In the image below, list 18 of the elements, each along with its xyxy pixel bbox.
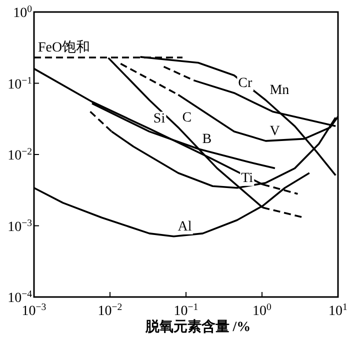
x-tick-label: 10$^{−1}$ <box>174 302 198 319</box>
x-axis-title: 脱氧元素含量 /% <box>144 319 251 335</box>
y-tick-label: 10$^{−3}$ <box>8 217 32 235</box>
series-label: B <box>202 132 212 147</box>
x-tick-label: 10$^{−2}$ <box>98 302 122 319</box>
series-label: Mn <box>270 83 290 98</box>
series-label: C <box>182 110 192 126</box>
series-label: FeO饱和 <box>38 39 90 56</box>
x-tick-label: 10$^{0}$ <box>252 302 272 319</box>
y-tick-label: 10$^{0}$ <box>13 4 32 21</box>
series-label: Ti <box>241 170 254 186</box>
series-label: Al <box>178 219 192 234</box>
x-tick-label: 10$^{1}$ <box>328 302 348 319</box>
series-label: V <box>270 124 280 139</box>
y-tick-label: 10$^{−1}$ <box>8 74 32 92</box>
series-label: Si <box>153 112 166 127</box>
y-tick-label: 10$^{−2}$ <box>8 146 32 164</box>
series-label: Cr <box>238 76 252 91</box>
